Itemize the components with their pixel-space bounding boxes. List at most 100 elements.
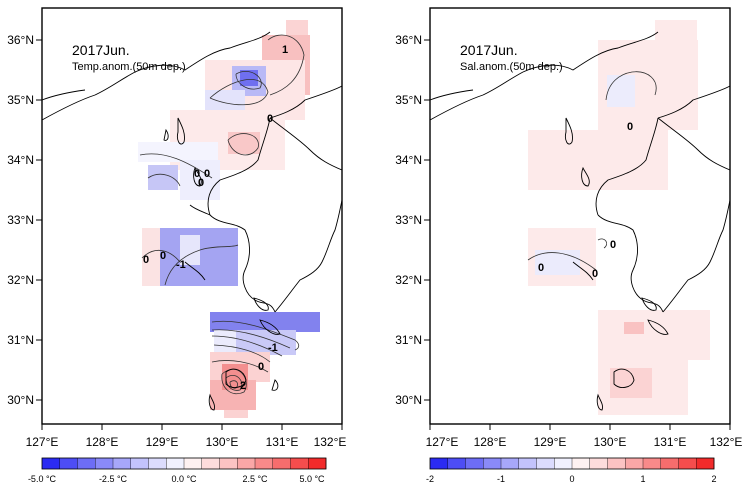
sal-lat-label: 32°N: [395, 273, 422, 287]
temp-colorbar: [41, 457, 327, 470]
temp-colorbar-swatch: [113, 458, 132, 469]
temp-colorbar-label: 2.5 °C: [242, 474, 268, 484]
temp-colorbar-swatch: [237, 458, 256, 469]
sal-colorbar-swatch: [483, 458, 502, 469]
sal-colorbar-swatch: [430, 458, 449, 469]
temp-colorbar-label: -5.0 °C: [28, 474, 57, 484]
sal-contours: [527, 71, 657, 271]
sal-colorbar-label: 0: [569, 474, 574, 484]
sal-coastlines: [429, 31, 731, 411]
sal-colorbar-swatch: [518, 458, 537, 469]
temp-map-panel: 127°E 128°E 129°E 130°E 131°E 132°E 36°N…: [7, 7, 347, 484]
sal-colorbar-swatch: [501, 458, 520, 469]
temp-contour-label: 0: [198, 177, 204, 189]
sal-lon-label: 132°E: [710, 435, 743, 449]
temp-anomaly-field: [138, 20, 320, 418]
temp-coastlines: [41, 31, 343, 411]
temp-colorbar-swatch: [290, 458, 309, 469]
sal-colorbar-swatch: [589, 458, 608, 469]
temp-colorbar-swatch: [42, 458, 61, 469]
temp-lat-label: 34°N: [7, 153, 34, 167]
temp-contour-label: 0: [194, 168, 200, 180]
sal-panel-subtitle: Sal.anom.(50m dep.): [460, 61, 563, 73]
temp-contour-label: -1: [268, 342, 278, 354]
temp-lon-label: 130°E: [206, 435, 239, 449]
sal-lon-label: 129°E: [534, 435, 567, 449]
temp-colorbar-swatch: [130, 458, 149, 469]
sal-panel-title: 2017Jun.: [460, 42, 518, 58]
sal-lat-label: 36°N: [395, 33, 422, 47]
sal-colorbar-label: -2: [426, 474, 434, 484]
temp-lon-label: 131°E: [266, 435, 299, 449]
sal-lat-label: 35°N: [395, 93, 422, 107]
temp-colorbar-swatch: [201, 458, 220, 469]
temp-colorbar-label: 0.0 °C: [171, 474, 197, 484]
sal-colorbar-label: -1: [497, 474, 505, 484]
sal-colorbar-swatch: [465, 458, 484, 469]
sal-lat-label: 34°N: [395, 153, 422, 167]
sal-anomaly-field: [528, 20, 710, 415]
temp-colorbar-swatch: [272, 458, 291, 469]
sal-colorbar-label: 1: [640, 474, 645, 484]
temp-colorbar-swatch: [59, 458, 78, 469]
temp-colorbar-swatch: [308, 458, 327, 469]
sal-lat-label: 33°N: [395, 213, 422, 227]
temp-contour-label: -1: [176, 259, 186, 271]
temp-lon-label: 128°E: [86, 435, 119, 449]
sal-contour-label: 0: [592, 268, 598, 280]
sal-colorbar-swatch: [696, 458, 715, 469]
temp-colorbar-swatch: [77, 458, 96, 469]
temp-map-frame: [41, 7, 343, 425]
sal-colorbar-swatch: [554, 458, 573, 469]
temp-lat-label: 33°N: [7, 213, 34, 227]
sal-colorbar-swatch: [660, 458, 679, 469]
sal-colorbar-label: 2: [711, 474, 716, 484]
temp-contour-label: 0: [267, 113, 273, 125]
sal-map-panel: 127°E 128°E 129°E 130°E 131°E 132°E 36°N…: [395, 7, 743, 484]
sal-contour-label: 0: [610, 239, 616, 251]
sal-colorbar-swatch: [447, 458, 466, 469]
temp-contour-label: 0: [160, 250, 166, 262]
sal-colorbar-swatch: [572, 458, 591, 469]
sal-colorbar-swatch: [678, 458, 697, 469]
temp-contour-label: 2: [240, 380, 246, 392]
temp-axis-ticks: [36, 39, 343, 430]
sal-colorbar-swatch: [643, 458, 662, 469]
temp-colorbar-swatch: [184, 458, 203, 469]
temp-lat-label: 32°N: [7, 273, 34, 287]
temp-colorbar-swatch: [95, 458, 114, 469]
temp-colorbar-swatch: [148, 458, 167, 469]
temp-lat-label: 35°N: [7, 93, 34, 107]
sal-map-frame: [429, 7, 731, 425]
temp-colorbar-label: 5.0 °C: [299, 474, 325, 484]
sal-axis-ticks: [424, 39, 731, 430]
sal-colorbar: [429, 457, 715, 470]
temp-colorbar-swatch: [166, 458, 185, 469]
temp-colorbar-swatch: [255, 458, 274, 469]
temp-contours: [139, 34, 305, 395]
sal-contour-label: 0: [627, 121, 633, 133]
sal-colorbar-swatch: [607, 458, 626, 469]
sal-lon-label: 130°E: [594, 435, 627, 449]
temp-lat-label: 31°N: [7, 333, 34, 347]
sal-lon-label: 127°E: [426, 435, 459, 449]
sal-lat-label: 31°N: [395, 333, 422, 347]
sal-lon-label: 128°E: [474, 435, 507, 449]
temp-contour-label: 0: [258, 361, 264, 373]
sal-colorbar-swatch: [536, 458, 555, 469]
temp-lon-label: 127°E: [26, 435, 59, 449]
sal-lat-label: 30°N: [395, 393, 422, 407]
temp-lon-label: 129°E: [146, 435, 179, 449]
temp-colorbar-swatch: [219, 458, 238, 469]
sal-lon-label: 131°E: [654, 435, 687, 449]
temp-contour-label: 0: [143, 254, 149, 266]
temp-panel-subtitle: Temp.anom.(50m dep.): [72, 61, 186, 73]
temp-contour-label: 0: [204, 168, 210, 180]
temp-panel-title: 2017Jun.: [72, 42, 130, 58]
temp-contour-label: 1: [282, 44, 288, 56]
temp-lon-label: 132°E: [314, 435, 347, 449]
temp-lat-label: 30°N: [7, 393, 34, 407]
temp-colorbar-label: -2.5 °C: [99, 474, 128, 484]
temp-lat-label: 36°N: [7, 33, 34, 47]
